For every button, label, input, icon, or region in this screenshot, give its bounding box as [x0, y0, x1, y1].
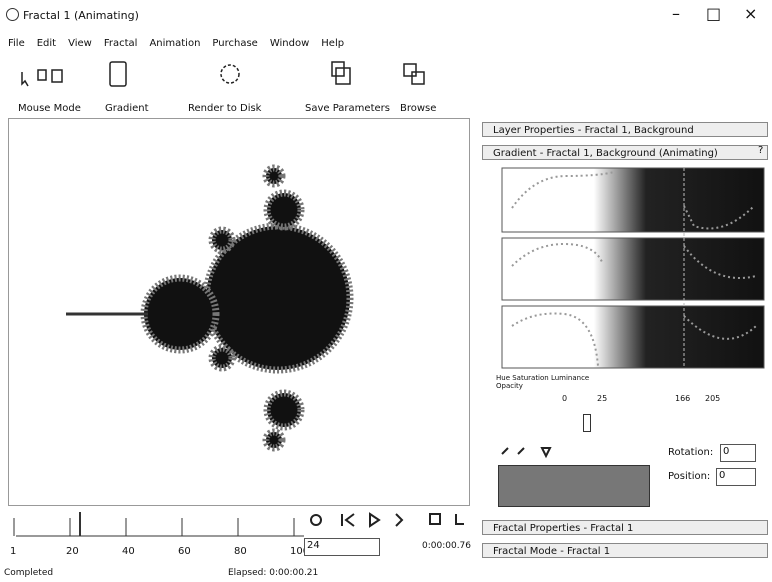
- panel-header[interactable]: Fractal Properties - Fractal 1: [482, 520, 768, 535]
- menu-item[interactable]: View: [68, 38, 92, 49]
- panel-header[interactable]: Layer Properties - Fractal 1, Background: [482, 122, 768, 137]
- app-window: Fractal 1 (Animating) – □ × File Edit View…: [0, 0, 772, 582]
- rotation-input[interactable]: 0: [720, 444, 756, 462]
- fractal-canvas[interactable]: [8, 118, 470, 506]
- menu-item[interactable]: Fractal: [104, 38, 138, 49]
- position-input[interactable]: 0: [716, 468, 756, 486]
- position-marker: 205: [705, 394, 720, 403]
- frame-input[interactable]: 24: [304, 538, 380, 556]
- minimize-button[interactable]: –: [672, 4, 680, 23]
- channel-label: Hue Saturation Luminance: [496, 374, 589, 382]
- timeline-tick-label: 60: [178, 546, 191, 557]
- color-swatch[interactable]: [498, 465, 650, 507]
- toolbar-button[interactable]: Gradient: [105, 103, 149, 114]
- status-text: Completed: [4, 568, 53, 578]
- menu-item[interactable]: Edit: [37, 38, 56, 49]
- timeline-ruler[interactable]: [10, 508, 310, 538]
- menu-item[interactable]: Purchase: [212, 38, 257, 49]
- timeline-tick-label: 80: [234, 546, 247, 557]
- opacity-label: Opacity: [496, 382, 523, 390]
- playback-controls[interactable]: [308, 510, 468, 530]
- help-button[interactable]: ?: [758, 145, 763, 156]
- position-marker: 0: [562, 394, 567, 403]
- menu-item[interactable]: Help: [321, 38, 344, 49]
- menu-item[interactable]: File: [8, 38, 25, 49]
- window-title: Fractal 1 (Animating): [6, 8, 139, 22]
- elapsed-text: Elapsed: 0:00:00.21: [228, 568, 318, 578]
- app-icon: [6, 8, 19, 21]
- gradient-tools[interactable]: [496, 444, 576, 460]
- position-marker: 25: [597, 394, 607, 403]
- menu-bar: File Edit View Fractal Animation Purchase Wind…: [8, 38, 344, 49]
- close-button[interactable]: ×: [744, 4, 757, 23]
- timeline-tick-label: 1: [10, 546, 16, 557]
- panel-header[interactable]: Gradient - Fractal 1, Background (Animat…: [482, 145, 768, 160]
- maximize-button[interactable]: □: [706, 4, 721, 23]
- rotation-label: Rotation:: [668, 447, 713, 458]
- time-display: 0:00:00.76: [422, 541, 471, 551]
- gradient-editor[interactable]: [494, 166, 766, 372]
- toolbar-button[interactable]: Save Parameters: [305, 103, 390, 114]
- toolbar-button[interactable]: Browse: [400, 103, 436, 114]
- position-label: Position:: [668, 471, 710, 482]
- panel-header[interactable]: Fractal Mode - Fractal 1: [482, 543, 768, 558]
- menu-item[interactable]: Animation: [149, 38, 200, 49]
- position-marker: 166: [675, 394, 690, 403]
- timeline-tick-label: 40: [122, 546, 135, 557]
- title-text: Fractal 1 (Animating): [23, 9, 139, 22]
- toolbar-button[interactable]: Render to Disk: [188, 103, 261, 114]
- timeline-tick-label: 20: [66, 546, 79, 557]
- toolbar-button[interactable]: Mouse Mode: [18, 103, 81, 114]
- menu-item[interactable]: Window: [270, 38, 309, 49]
- gradient-slider[interactable]: [583, 414, 591, 432]
